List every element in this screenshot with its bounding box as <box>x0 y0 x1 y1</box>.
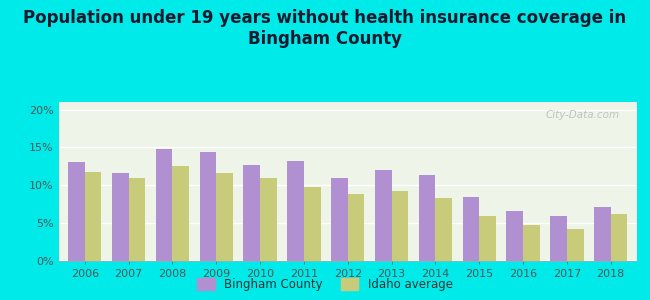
Bar <box>84 172 101 261</box>
Bar <box>331 178 348 261</box>
Bar <box>611 214 627 261</box>
Bar <box>391 191 408 261</box>
Bar <box>550 216 567 261</box>
Bar <box>68 162 84 261</box>
Bar <box>479 216 496 261</box>
Bar <box>216 173 233 261</box>
Bar <box>304 187 320 261</box>
Bar <box>463 196 479 261</box>
Bar <box>594 207 611 261</box>
Bar <box>200 152 216 261</box>
Bar <box>506 211 523 261</box>
Bar <box>172 166 189 261</box>
Bar <box>375 170 391 261</box>
Bar <box>287 161 304 261</box>
Bar <box>567 229 584 261</box>
Bar <box>129 178 146 261</box>
Bar <box>436 198 452 261</box>
Bar <box>156 149 172 261</box>
Bar <box>348 194 365 261</box>
Text: Population under 19 years without health insurance coverage in
Bingham County: Population under 19 years without health… <box>23 9 627 48</box>
Text: City-Data.com: City-Data.com <box>545 110 619 120</box>
Bar <box>112 173 129 261</box>
Bar <box>260 178 277 261</box>
Bar <box>244 165 260 261</box>
Bar <box>523 225 540 261</box>
Bar <box>419 176 436 261</box>
Legend: Bingham County, Idaho average: Bingham County, Idaho average <box>197 278 453 291</box>
